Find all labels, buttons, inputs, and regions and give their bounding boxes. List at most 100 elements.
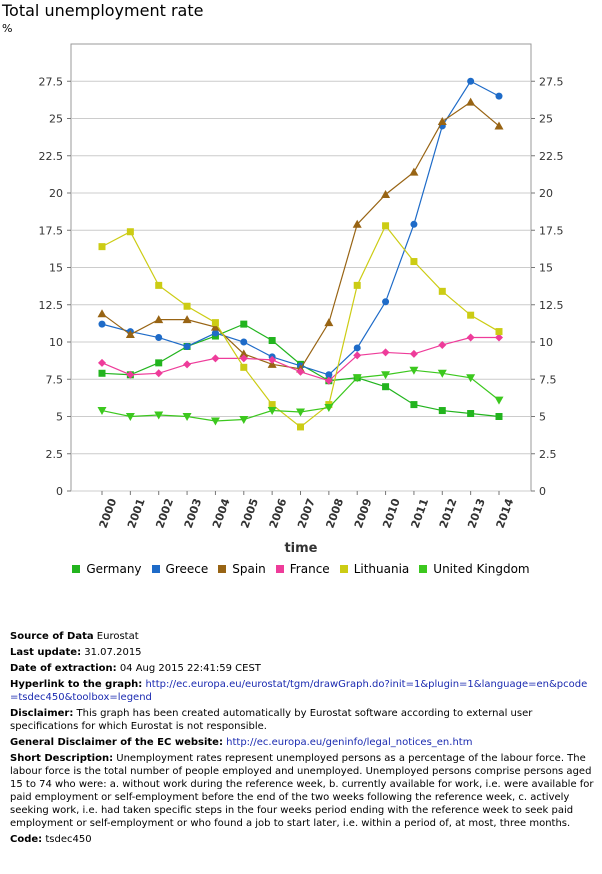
y-axis-right: 0 2.5 5 7.5 10 12.5 15 17.5 20 22.5 25 27.5	[531, 75, 564, 498]
x-tick-label: 2014	[494, 496, 517, 530]
data-point	[467, 410, 475, 418]
data-point	[352, 219, 362, 228]
x-tick-label: 2001	[125, 497, 148, 530]
data-point	[353, 281, 361, 289]
data-point	[240, 320, 248, 328]
data-point	[438, 407, 446, 415]
x-tick-label: 2005	[238, 497, 261, 530]
general-disclaimer-link[interactable]: http://ec.europa.eu/geninfo/legal_notice…	[226, 737, 473, 748]
source-label: Source of Data	[10, 631, 94, 642]
legend-item: United Kingdom	[419, 562, 530, 576]
y-tick-label: 25	[49, 113, 63, 126]
data-point	[240, 338, 248, 346]
data-point	[268, 401, 276, 409]
data-point	[155, 359, 163, 367]
data-point	[325, 371, 333, 379]
legend-item: France	[275, 562, 330, 576]
data-point	[324, 376, 333, 385]
short-description-text: Unemployment rates represent unemployed …	[10, 753, 594, 829]
x-tick-label: 2009	[352, 497, 375, 530]
data-point	[494, 121, 504, 130]
y-tick-label: 7.5	[539, 373, 557, 386]
data-point	[210, 417, 220, 426]
data-point	[382, 222, 390, 230]
data-point	[381, 189, 391, 198]
y-tick-label: 22.5	[539, 150, 564, 163]
x-axis-label: time	[284, 541, 317, 556]
data-point	[126, 370, 135, 379]
y-tick-label: 10	[539, 336, 553, 349]
data-point	[297, 423, 304, 431]
y-tick-label: 27.5	[39, 75, 64, 88]
data-point	[240, 363, 248, 371]
disclaimer-text: This graph has been created automaticall…	[10, 708, 533, 732]
series-lithuania	[98, 222, 503, 431]
unit-label: %	[2, 22, 13, 35]
data-point	[467, 77, 475, 85]
extraction-value: 04 Aug 2015 22:41:59 CEST	[119, 663, 261, 674]
x-tick-label: 2003	[182, 497, 205, 530]
disclaimer-label: Disclaimer:	[10, 708, 74, 719]
y-tick-label: 17.5	[39, 224, 64, 237]
general-disclaimer-label: General Disclaimer of the EC website:	[10, 737, 223, 748]
data-point	[409, 167, 419, 176]
line-chart: 0 2.5 5 7.5 10 12.5 15 17.5 20 22.5 25 27.5 0 2.5 5 7.…	[39, 43, 564, 556]
data-point	[466, 333, 475, 342]
legend-label: Lithuania	[353, 562, 410, 576]
x-tick-label: 2011	[409, 497, 432, 530]
data-point	[267, 407, 277, 416]
data-point	[268, 337, 276, 345]
data-point	[437, 116, 447, 125]
data-point	[211, 354, 220, 363]
data-point	[495, 413, 503, 420]
y-tick-label: 7.5	[46, 373, 64, 386]
legend-swatch	[275, 565, 284, 573]
graph-hyperlink[interactable]: http://ec.europa.eu/eurostat/tgm/drawGra…	[10, 679, 588, 703]
y-tick-label: 0	[539, 485, 546, 498]
data-point	[98, 243, 106, 251]
y-tick-label: 17.5	[539, 224, 564, 237]
data-point	[296, 367, 305, 376]
data-point	[466, 97, 476, 106]
data-point	[438, 287, 446, 295]
x-tick-label: 2000	[97, 496, 120, 530]
x-tick-label: 2010	[380, 496, 403, 530]
legend-item: Germany	[72, 562, 142, 576]
code-label: Code:	[10, 834, 43, 845]
y-tick-label: 5	[56, 411, 63, 424]
data-point	[353, 351, 362, 360]
data-point	[126, 228, 134, 236]
y-tick-label: 5	[539, 411, 546, 424]
x-tick-label: 2006	[267, 496, 290, 530]
x-tick-label: 2004	[210, 496, 233, 530]
y-tick-label: 2.5	[46, 448, 64, 461]
data-point	[268, 355, 277, 364]
legend-item: Lithuania	[339, 562, 410, 576]
y-tick-label: 27.5	[539, 75, 564, 88]
data-point	[495, 333, 503, 342]
data-point	[98, 358, 106, 367]
data-point	[239, 354, 248, 363]
code-value: tsdec450	[45, 834, 92, 845]
data-point	[125, 413, 135, 421]
data-point	[382, 298, 390, 306]
last-update-value: 31.07.2015	[84, 647, 142, 658]
y-tick-label: 20	[49, 187, 63, 200]
short-description-label: Short Description:	[10, 753, 114, 764]
data-point	[495, 328, 503, 336]
series-group	[97, 77, 504, 431]
data-point	[466, 374, 476, 383]
x-tick-label: 2012	[437, 497, 460, 530]
y-tick-label: 12.5	[539, 299, 564, 312]
data-point	[183, 302, 191, 310]
data-point	[438, 340, 447, 349]
series-united-kingdom	[97, 366, 504, 426]
y-tick-label: 20	[539, 187, 553, 200]
data-point	[494, 396, 504, 405]
data-point	[409, 349, 418, 358]
data-point	[125, 330, 135, 339]
legend-swatch	[218, 565, 227, 573]
x-axis: 2000 2001 2002 2003 2004 2005 2006 2007 2008 2009…	[97, 491, 517, 530]
x-tick-label: 2002	[153, 497, 176, 530]
data-point	[97, 309, 107, 318]
